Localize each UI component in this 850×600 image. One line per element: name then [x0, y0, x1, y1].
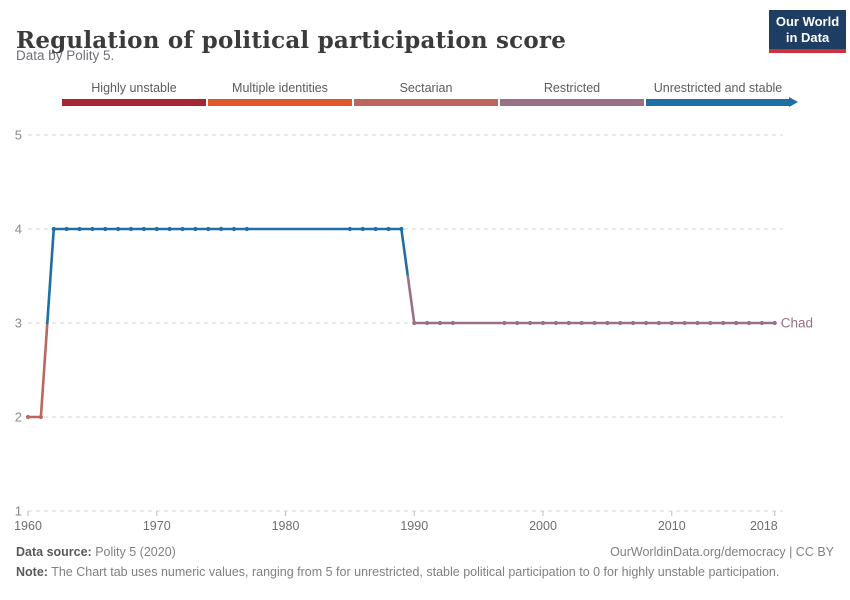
data-point[interactable] [540, 320, 546, 326]
data-source-text: Polity 5 (2020) [91, 545, 176, 559]
data-point[interactable] [193, 226, 198, 232]
data-point[interactable] [231, 226, 237, 232]
data-point[interactable] [734, 320, 739, 326]
x-axis-label: 2010 [658, 519, 686, 533]
data-point[interactable] [592, 320, 597, 326]
data-point[interactable] [425, 320, 430, 326]
data-point[interactable] [502, 320, 507, 326]
series-label-chad[interactable]: Chad [781, 316, 813, 331]
y-axis-label: 5 [15, 128, 22, 143]
x-axis-label: 2018 [750, 519, 778, 533]
x-axis-label: 2000 [529, 519, 557, 533]
data-point[interactable] [721, 320, 726, 326]
data-point[interactable] [154, 226, 159, 232]
data-point[interactable] [605, 320, 610, 326]
data-point[interactable] [206, 226, 211, 232]
logo-line1: Our World [775, 14, 840, 29]
y-axis-label: 3 [15, 316, 22, 331]
data-point[interactable] [347, 226, 352, 232]
data-point[interactable] [141, 226, 146, 232]
footer-note: Note: The Chart tab uses numeric values,… [16, 565, 834, 579]
y-axis-label: 2 [15, 410, 22, 425]
data-point[interactable] [25, 414, 31, 420]
x-axis-label: 1960 [14, 519, 42, 533]
note-text: The Chart tab uses numeric values, rangi… [47, 565, 780, 579]
data-point[interactable] [682, 320, 687, 326]
y-axis-label: 1 [15, 504, 22, 519]
page-title: Regulation of political participation sc… [16, 27, 567, 55]
data-point[interactable] [180, 226, 185, 232]
data-point[interactable] [695, 320, 700, 326]
legend-item-label: Unrestricted and stable [653, 81, 783, 95]
data-point[interactable] [116, 226, 121, 232]
data-point[interactable] [579, 320, 584, 326]
series-line-segment[interactable] [400, 227, 410, 278]
owid-logo[interactable]: Our World in Data [769, 10, 846, 53]
footer: Data source: Polity 5 (2020) OurWorldinD… [16, 545, 834, 579]
legend-item-unrestricted-and-stable[interactable]: Unrestricted and stable [646, 81, 798, 107]
legend-color-bar [500, 99, 644, 106]
legend-color-bar [354, 99, 498, 106]
page-subtitle: Data by Polity 5. [16, 48, 115, 63]
data-point[interactable] [515, 320, 520, 326]
x-axis-label: 1980 [272, 519, 300, 533]
data-point[interactable] [656, 320, 661, 326]
data-point[interactable] [553, 320, 558, 326]
data-point[interactable] [386, 226, 391, 232]
series-line-segment[interactable] [39, 321, 49, 419]
note-label: Note: [16, 565, 48, 579]
data-point[interactable] [64, 226, 69, 232]
data-point[interactable] [708, 320, 713, 326]
legend-item-label: Multiple identities [232, 81, 328, 95]
x-axis-label: 1970 [143, 519, 171, 533]
series-line-segment[interactable] [46, 227, 56, 325]
data-point[interactable] [669, 320, 674, 326]
legend-item-highly-unstable[interactable]: Highly unstable [62, 81, 206, 106]
legend-color-bar [646, 97, 798, 107]
data-point[interactable] [528, 320, 533, 326]
data-point[interactable] [772, 320, 777, 326]
data-source: Data source: Polity 5 (2020) [16, 545, 176, 559]
x-axis-label: 1990 [400, 519, 428, 533]
series-line-segment[interactable] [406, 274, 416, 325]
legend-item-label: Sectarian [399, 81, 453, 95]
legend-item-label: Restricted [543, 81, 601, 95]
data-point[interactable] [373, 226, 378, 232]
data-point[interactable] [412, 320, 417, 326]
data-point[interactable] [128, 226, 134, 232]
legend-item-multiple-identities[interactable]: Multiple identities [208, 81, 352, 106]
data-point[interactable] [437, 320, 443, 326]
legend-item-label: Highly unstable [91, 81, 177, 95]
data-point[interactable] [450, 320, 455, 326]
data-point[interactable] [51, 226, 56, 232]
legend-color-bar [208, 99, 352, 106]
data-point[interactable] [77, 226, 82, 232]
data-point[interactable] [167, 226, 172, 232]
data-point[interactable] [244, 226, 249, 232]
data-point[interactable] [759, 320, 764, 326]
data-source-label: Data source: [16, 545, 92, 559]
data-point[interactable] [643, 320, 649, 326]
data-point[interactable] [618, 320, 623, 326]
owid-link[interactable]: OurWorldinData.org/democracy | CC BY [610, 545, 834, 559]
legend-arrow-icon [789, 97, 798, 107]
logo-line2: in Data [785, 30, 830, 45]
chart-canvas[interactable]: 1 2 3 4 5 1960 1970 1980 1990 2000 2010 2018 Chad [0, 112, 850, 544]
data-point[interactable] [219, 226, 224, 232]
data-point[interactable] [38, 414, 43, 420]
legend-color-bar [62, 99, 206, 106]
y-axis-label: 4 [15, 222, 22, 237]
legend-item-restricted[interactable]: Restricted [500, 81, 644, 106]
data-point[interactable] [360, 226, 365, 232]
legend-item-sectarian[interactable]: Sectarian [354, 81, 498, 106]
data-point[interactable] [103, 226, 108, 232]
data-point[interactable] [90, 226, 95, 232]
data-point[interactable] [631, 320, 636, 326]
data-point[interactable] [399, 226, 404, 232]
data-point[interactable] [566, 320, 571, 326]
data-point[interactable] [746, 320, 752, 326]
legend: Highly unstable Multiple identities Sectar… [62, 81, 798, 107]
